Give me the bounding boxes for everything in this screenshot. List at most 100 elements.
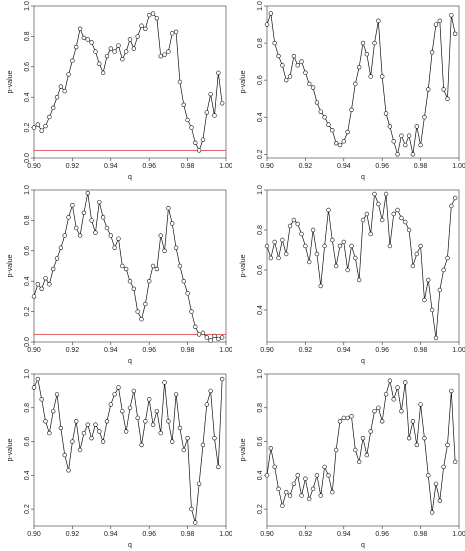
data-point <box>410 263 416 269</box>
data-point <box>353 81 358 87</box>
data-point <box>162 380 167 385</box>
data-point <box>54 392 60 397</box>
data-point <box>181 447 186 453</box>
x-axis-label: q <box>361 542 365 549</box>
data-point <box>422 115 427 120</box>
data-point <box>139 442 144 448</box>
series-line <box>33 192 223 341</box>
data-point <box>108 46 114 51</box>
data-point <box>127 405 133 410</box>
y-tick-label: 0.6 <box>257 265 264 275</box>
data-point <box>200 442 206 448</box>
data-point <box>185 435 190 441</box>
data-point <box>291 481 297 486</box>
data-point <box>299 231 304 237</box>
data-point <box>364 51 370 57</box>
data-point <box>445 96 450 101</box>
y-tick-label: 0.4 <box>257 470 264 480</box>
data-point <box>330 237 335 243</box>
data-point <box>173 29 179 35</box>
data-point <box>47 282 52 287</box>
data-point <box>35 122 41 127</box>
data-point <box>77 233 83 238</box>
data-point <box>399 215 404 221</box>
x-axis-label: q <box>361 358 365 365</box>
data-point <box>445 255 450 261</box>
data-point <box>349 243 354 249</box>
x-tick-label: 0.96 <box>375 163 389 170</box>
y-tick-label: 0.8 <box>24 403 31 413</box>
data-point <box>406 227 412 233</box>
data-point <box>216 336 221 342</box>
data-point <box>326 207 331 213</box>
chart-svg: 0.90 0.92 0.94 0.96 0.98 1.00 0.2 0.4 0.6 0.8 1.0 q… <box>7 369 232 549</box>
data-point <box>337 243 343 249</box>
y-axis-label: p-value <box>240 438 247 461</box>
p-value-plot-5: 0.90 0.92 0.94 0.96 0.98 1.00 0.2 0.4 0.6 0.8 1.0 q… <box>0 368 232 551</box>
x-tick-label: 0.92 <box>299 347 313 354</box>
data-point <box>158 53 163 59</box>
y-tick-label: 0.8 <box>257 225 264 235</box>
data-point <box>177 263 183 269</box>
y-tick-label: 0.6 <box>24 246 31 256</box>
data-point <box>349 107 354 113</box>
data-point <box>85 190 90 196</box>
series-line <box>33 13 223 152</box>
data-point <box>399 408 404 414</box>
data-point <box>212 113 217 118</box>
data-point <box>39 286 44 292</box>
y-tick-label: 0.8 <box>24 215 31 225</box>
data-point <box>58 245 64 250</box>
x-axis-label: q <box>128 174 132 181</box>
x-tick-label: 0.92 <box>299 163 313 170</box>
y-tick-label: 1.0 <box>24 1 31 11</box>
data-point <box>437 498 443 503</box>
data-point <box>204 402 210 407</box>
data-point <box>272 40 277 46</box>
data-point <box>326 122 331 127</box>
data-point <box>437 18 443 24</box>
x-axis-label: q <box>128 358 132 365</box>
data-point <box>112 245 117 250</box>
data-point <box>189 506 194 512</box>
data-point <box>93 230 98 235</box>
data-point <box>135 415 140 421</box>
x-tick-label: 0.98 <box>181 347 195 354</box>
data-point <box>280 237 285 243</box>
data-point <box>307 81 312 87</box>
data-point <box>108 233 114 238</box>
data-point <box>287 223 293 229</box>
data-point <box>395 385 400 390</box>
data-point <box>74 225 79 231</box>
data-point <box>81 210 87 215</box>
data-point <box>219 335 225 340</box>
x-tick-label: 0.90 <box>27 347 41 354</box>
data-point <box>154 15 160 21</box>
data-point <box>387 124 393 129</box>
data-point <box>100 70 106 76</box>
data-point <box>303 70 308 75</box>
data-point <box>368 231 373 237</box>
data-point <box>189 309 194 314</box>
data-point <box>216 464 221 470</box>
data-point <box>387 378 393 383</box>
data-point <box>62 233 67 238</box>
x-tick-label: 0.90 <box>27 531 41 538</box>
data-point <box>43 275 48 281</box>
x-tick-label: 0.92 <box>66 163 80 170</box>
data-point <box>66 72 71 77</box>
data-point <box>108 402 114 407</box>
data-point <box>399 133 404 138</box>
data-point <box>356 277 362 283</box>
y-tick-label: 0.2 <box>24 504 31 514</box>
data-point <box>403 380 408 385</box>
x-tick-label: 0.94 <box>337 347 351 354</box>
data-point <box>193 140 198 146</box>
data-point <box>341 415 347 421</box>
data-point <box>104 225 110 231</box>
data-point <box>93 422 98 427</box>
x-tick-label: 0.98 <box>414 347 428 354</box>
data-point <box>70 203 75 208</box>
data-point <box>204 110 210 115</box>
data-point <box>449 388 454 394</box>
